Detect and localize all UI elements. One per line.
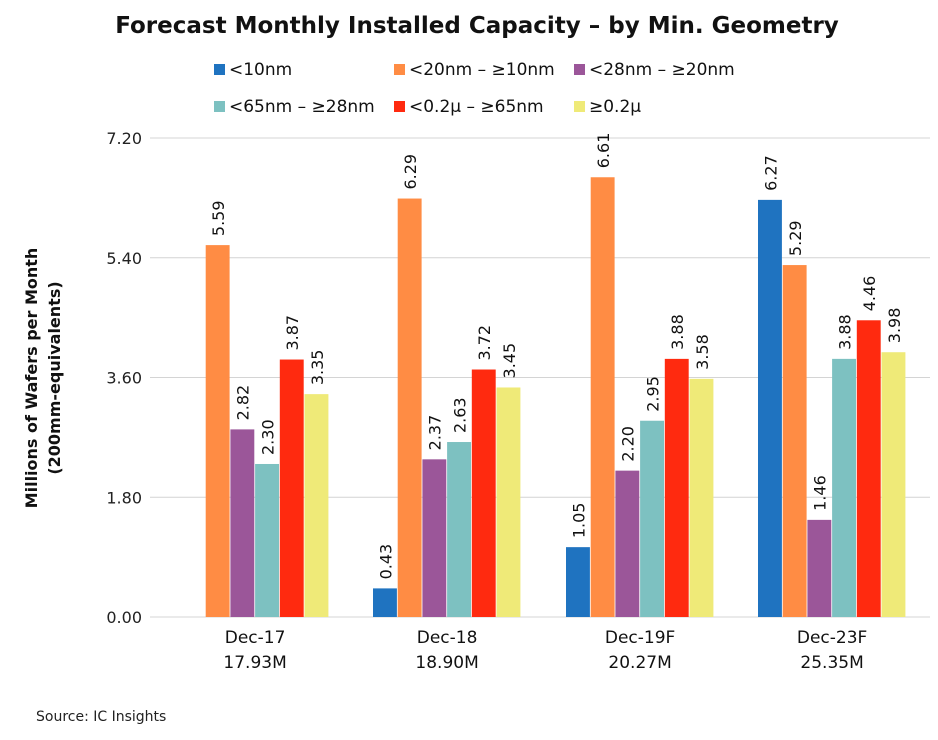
data-label: 2.20 bbox=[619, 426, 638, 462]
bar bbox=[447, 442, 471, 617]
legend-entry: ≥0.2µ bbox=[589, 97, 641, 117]
bar bbox=[373, 588, 397, 617]
data-label: 2.82 bbox=[234, 385, 253, 421]
chart-legend: <10nm <20nm – ≥10nm <28nm – ≥20nm <65nm – ≥… bbox=[214, 60, 735, 117]
data-label: 6.29 bbox=[401, 154, 420, 190]
chart-bars bbox=[205, 177, 906, 617]
y-axis-label-line: Millions of Wafers per Month bbox=[22, 248, 41, 509]
bar bbox=[640, 420, 664, 617]
data-label: 3.45 bbox=[500, 343, 519, 379]
bar bbox=[615, 470, 640, 617]
bar-data-labels: 5.59 2.82 2.30 3.87 3.35 0.43 6.29 2.37 2.63 3.72… bbox=[209, 133, 904, 580]
data-label: 5.59 bbox=[209, 200, 228, 236]
data-label: 2.95 bbox=[643, 376, 662, 412]
bar bbox=[230, 429, 255, 617]
legend-swatch bbox=[574, 101, 585, 112]
y-axis-label-line: (200mm-equivalents) bbox=[45, 281, 64, 474]
data-label: 4.46 bbox=[860, 276, 879, 312]
bar bbox=[782, 265, 807, 617]
x-category-label: Dec-19F bbox=[605, 628, 675, 648]
x-category-label: 17.93M bbox=[223, 653, 286, 673]
source-note: Source: IC Insights bbox=[36, 709, 166, 725]
legend-entry: <20nm – ≥10nm bbox=[409, 60, 555, 80]
data-label: 5.29 bbox=[786, 220, 805, 256]
data-label: 3.35 bbox=[308, 350, 327, 386]
bar bbox=[279, 359, 304, 617]
chart-title: Forecast Monthly Installed Capacity – by… bbox=[115, 13, 839, 39]
data-label: 2.30 bbox=[258, 419, 277, 455]
data-label: 3.98 bbox=[885, 308, 904, 344]
legend-swatch bbox=[574, 64, 585, 75]
bar bbox=[566, 547, 590, 617]
legend-swatch bbox=[214, 101, 225, 112]
bar bbox=[496, 387, 521, 617]
legend-swatch bbox=[394, 101, 405, 112]
legend-entry: <0.2µ – ≥65nm bbox=[409, 97, 544, 117]
data-label: 1.05 bbox=[569, 503, 588, 539]
bar bbox=[255, 463, 279, 617]
bar bbox=[397, 198, 422, 617]
x-axis-categories: Dec-17 17.93M Dec-18 18.90M Dec-19F 20.27M Dec… bbox=[223, 628, 867, 673]
y-tick-label: 7.20 bbox=[106, 129, 142, 148]
data-label: 3.88 bbox=[668, 314, 687, 350]
bar bbox=[205, 245, 230, 617]
y-tick-label: 3.60 bbox=[106, 369, 142, 388]
bar bbox=[422, 459, 447, 617]
x-category-label: Dec-18 bbox=[417, 628, 478, 648]
data-label: 2.63 bbox=[450, 397, 469, 433]
x-category-label: 20.27M bbox=[608, 653, 671, 673]
x-category-label: Dec-23F bbox=[797, 628, 867, 648]
y-axis-ticks: 0.00 1.80 3.60 5.40 7.20 bbox=[106, 129, 142, 627]
x-category-label: 18.90M bbox=[415, 653, 478, 673]
data-label: 6.27 bbox=[761, 155, 780, 191]
x-category-label: Dec-17 bbox=[225, 628, 286, 648]
legend-swatch bbox=[394, 64, 405, 75]
data-label: 3.87 bbox=[283, 315, 302, 351]
bar bbox=[664, 358, 689, 617]
y-tick-label: 5.40 bbox=[106, 249, 142, 268]
data-label: 3.72 bbox=[475, 325, 494, 361]
bar bbox=[807, 519, 832, 617]
legend-entry: <28nm – ≥20nm bbox=[589, 60, 735, 80]
bar bbox=[832, 358, 856, 617]
bar bbox=[590, 177, 615, 617]
data-label: 1.46 bbox=[811, 475, 830, 511]
legend-entry: <65nm – ≥28nm bbox=[229, 97, 375, 117]
bar bbox=[881, 352, 906, 617]
data-label: 3.58 bbox=[693, 334, 712, 370]
bar bbox=[856, 320, 881, 617]
legend-entry: <10nm bbox=[229, 60, 292, 80]
data-label: 2.37 bbox=[426, 415, 445, 451]
bar bbox=[689, 378, 714, 617]
data-label: 6.61 bbox=[594, 133, 613, 169]
y-tick-label: 0.00 bbox=[106, 608, 142, 627]
y-axis-label: Millions of Wafers per Month (200mm-equiv… bbox=[22, 248, 64, 509]
x-category-label: 25.35M bbox=[800, 653, 863, 673]
bar bbox=[471, 369, 496, 617]
bar bbox=[758, 199, 782, 617]
data-label: 0.43 bbox=[376, 544, 395, 580]
bar bbox=[304, 394, 329, 617]
legend-swatch bbox=[214, 64, 225, 75]
y-tick-label: 1.80 bbox=[106, 488, 142, 507]
data-label: 3.88 bbox=[835, 314, 854, 350]
